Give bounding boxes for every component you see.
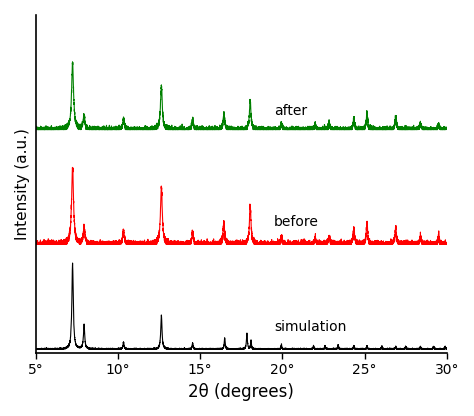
Text: simulation: simulation [274, 320, 346, 334]
Y-axis label: Intensity (a.u.): Intensity (a.u.) [15, 128, 30, 240]
X-axis label: 2θ (degrees): 2θ (degrees) [188, 383, 294, 401]
Text: before: before [274, 215, 319, 229]
Text: after: after [274, 104, 307, 118]
